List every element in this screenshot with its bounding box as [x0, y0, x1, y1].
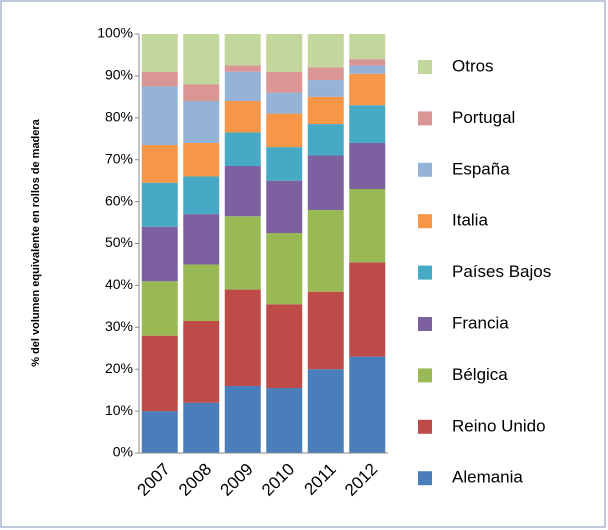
- bar-segment: [349, 356, 386, 453]
- y-tick-label: 0%: [113, 444, 133, 460]
- y-tick-label: 60%: [105, 192, 133, 208]
- bar-segment: [266, 71, 303, 93]
- bar-segment: [141, 34, 178, 72]
- bar-segment: [141, 182, 178, 227]
- legend-swatch: [418, 214, 432, 229]
- bar-segment: [141, 86, 178, 146]
- bar-segment: [266, 147, 303, 181]
- bar-segment: [307, 124, 344, 156]
- bar-segment: [266, 233, 303, 305]
- bar-segment: [307, 80, 344, 97]
- legend-label: Portugal: [452, 108, 515, 127]
- legend-swatch: [418, 317, 432, 331]
- legend-swatch: [418, 471, 432, 486]
- bar-segment: [141, 411, 178, 453]
- bar-segment: [266, 304, 303, 389]
- bar-segment: [141, 281, 178, 336]
- legend-swatch: [418, 111, 432, 126]
- y-tick-label: 70%: [105, 150, 133, 166]
- bar-segment: [224, 216, 261, 290]
- bar-segment: [183, 321, 220, 403]
- bar-segment: [266, 180, 303, 234]
- bar-segment: [224, 289, 261, 386]
- bar-segment: [183, 142, 220, 177]
- bar-segment: [266, 388, 303, 453]
- y-tick-label: 40%: [105, 276, 133, 292]
- bar-segment: [141, 145, 178, 183]
- bar-segment: [307, 96, 344, 125]
- y-tick-label: 80%: [105, 109, 133, 125]
- bar-segment: [183, 101, 220, 143]
- legend-label: Bélgica: [452, 365, 508, 384]
- bar-segment: [349, 34, 386, 60]
- bar-segment: [349, 73, 386, 106]
- bar-segment: [307, 67, 344, 81]
- bar-segment: [224, 385, 261, 453]
- bar-segment: [141, 71, 178, 87]
- bar-segment: [307, 369, 344, 453]
- legend-swatch: [418, 162, 432, 177]
- legend-label: Francia: [452, 313, 509, 332]
- y-tick-label: 20%: [105, 360, 133, 376]
- bar-segment: [349, 65, 386, 74]
- legend-swatch: [418, 368, 432, 383]
- y-tick-label: 50%: [105, 234, 133, 250]
- bar-segment: [224, 101, 261, 133]
- bar-segment: [349, 59, 386, 66]
- legend-label: Países Bajos: [452, 262, 551, 281]
- bar-segment: [349, 262, 386, 357]
- bar-segment: [183, 34, 220, 85]
- legend-swatch: [418, 60, 432, 74]
- bar-segment: [266, 34, 303, 72]
- legend-label: España: [452, 159, 510, 178]
- bar-segment: [307, 34, 344, 68]
- legend-label: Reino Unido: [452, 416, 546, 435]
- bar-segment: [349, 142, 386, 190]
- legend-label: Italia: [452, 211, 488, 230]
- bar-segment: [224, 165, 261, 217]
- bar-segment: [349, 189, 386, 263]
- bar-segment: [266, 92, 303, 114]
- legend-swatch: [418, 419, 432, 434]
- y-tick-label: 90%: [105, 67, 133, 83]
- bar-segment: [183, 176, 220, 215]
- bar-segment: [266, 113, 303, 148]
- legend-swatch: [418, 265, 432, 280]
- bar-segment: [183, 264, 220, 322]
- y-tick-label: 30%: [105, 318, 133, 334]
- bar-segment: [307, 155, 344, 210]
- y-tick-label: 100%: [97, 25, 133, 41]
- bar-segment: [183, 84, 220, 102]
- bar-segment: [224, 71, 261, 102]
- bar-segment: [141, 335, 178, 412]
- bar-segment: [224, 65, 261, 72]
- y-tick-label: 10%: [105, 402, 133, 418]
- legend-label: Otros: [452, 56, 494, 75]
- bar-segment: [141, 226, 178, 282]
- bar-segment: [307, 209, 344, 292]
- bar-segment: [349, 105, 386, 143]
- bar-segment: [183, 402, 220, 453]
- bar-segment: [224, 132, 261, 166]
- y-axis-label: % del volumen equivalente en rollos de m…: [30, 118, 42, 366]
- bar-segment: [224, 34, 261, 66]
- legend-label: Alemania: [452, 468, 523, 487]
- bar-segment: [307, 291, 344, 370]
- bar-segment: [183, 214, 220, 265]
